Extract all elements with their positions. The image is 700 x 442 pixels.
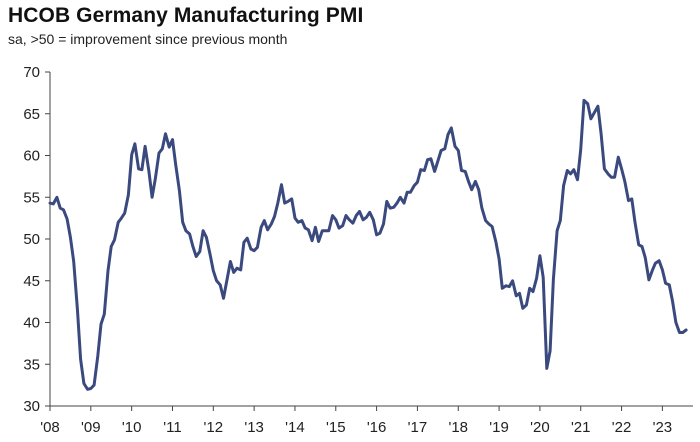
axis-layer: 30 35 40 45 50 55 60 65 70 '08 '09 '10 '11 '12 '13 '14 '…: [23, 64, 693, 436]
x-tick-label: '23: [653, 419, 673, 436]
y-tick-label: 30: [23, 398, 40, 415]
x-tick-label: '12: [204, 419, 224, 436]
x-tick-label: '08: [40, 419, 60, 436]
x-tick-label: '14: [285, 419, 305, 436]
series-layer: [48, 98, 688, 391]
y-tick-label: 65: [23, 106, 40, 123]
x-tick-label: '15: [326, 419, 346, 436]
chart-title: HCOB Germany Manufacturing PMI: [8, 4, 364, 27]
x-tick-label: '09: [81, 419, 101, 436]
chart-subtitle: sa, >50 = improvement since previous mon…: [8, 31, 288, 47]
x-tick-label: '19: [489, 419, 509, 436]
x-tick-label: '21: [571, 419, 591, 436]
x-tick-label: '10: [122, 419, 142, 436]
x-tick-label: '22: [612, 419, 632, 436]
y-tick-label: 70: [23, 64, 40, 81]
y-tick-label: 45: [23, 273, 40, 290]
y-tick-label: 50: [23, 231, 40, 248]
x-tick-label: '17: [408, 419, 428, 436]
x-tick-label: '18: [448, 419, 468, 436]
y-tick-label: 60: [23, 148, 40, 165]
x-tick-label: '11: [163, 419, 181, 436]
x-tick-label: '20: [530, 419, 550, 436]
x-tick-label: '13: [244, 419, 264, 436]
y-tick-label: 35: [23, 356, 40, 373]
y-tick-label: 40: [23, 315, 40, 332]
y-tick-label: 55: [23, 189, 40, 206]
x-tick-label: '16: [367, 419, 387, 436]
series-line-0: [48, 98, 688, 391]
